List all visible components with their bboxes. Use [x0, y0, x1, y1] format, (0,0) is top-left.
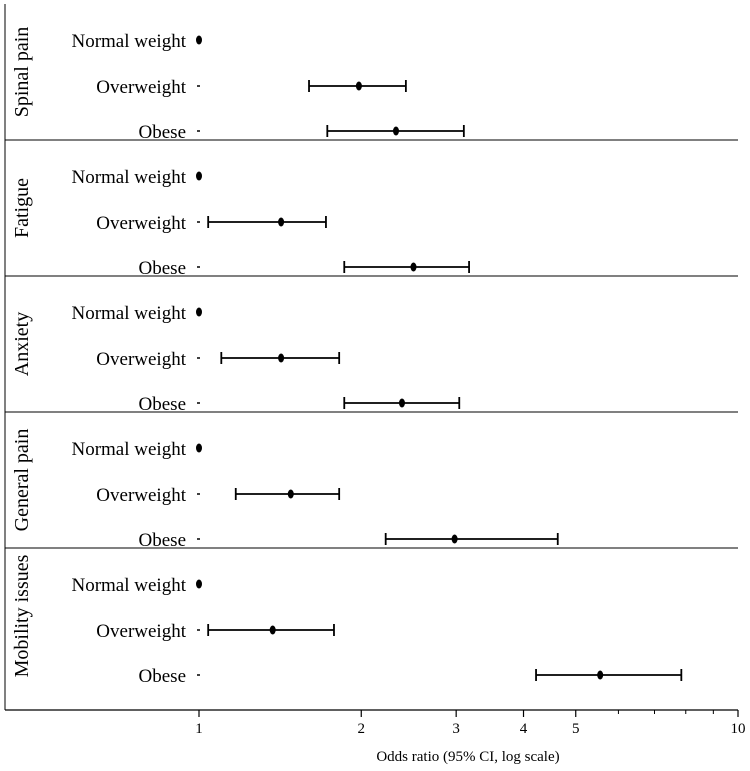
odds-ratio-point [278, 217, 285, 227]
group-label: Anxiety [11, 312, 33, 376]
odds-ratio-point [355, 81, 362, 91]
row-label: Obese [139, 530, 186, 551]
panel: Fatigue Normal weight Overweight Obese [5, 167, 738, 279]
odds-ratio-point [410, 262, 417, 272]
odds-ratio-point [196, 35, 202, 45]
row-label: Overweight [96, 77, 186, 98]
panels: Spinal pain Normal weightOverweightObeseF… [4, 4, 738, 710]
odds-ratio-point [196, 443, 202, 453]
panel: Anxiety Normal weight Overweight Obese [5, 303, 738, 415]
row-label: Overweight [96, 349, 186, 370]
row-label: Obese [139, 122, 186, 143]
row-label: Overweight [96, 213, 186, 234]
row-label: Obese [139, 666, 186, 687]
group-label: Mobility issues [11, 554, 33, 677]
x-tick-label: 1 [195, 721, 203, 737]
x-axis-label: Odds ratio (95% CI, log scale) [376, 749, 559, 765]
group-label: Spinal pain [11, 27, 33, 118]
x-tick-label: 10 [731, 721, 746, 737]
row-label: Normal weight [71, 31, 186, 52]
row-label: Overweight [96, 485, 186, 506]
odds-ratio-point [196, 579, 202, 589]
group-label: General pain [11, 429, 33, 532]
panel: Spinal pain Normal weight Overweight Obese [5, 27, 738, 143]
x-tick-label: 2 [358, 721, 366, 737]
x-axis: 1 2 3 4 5 10 [5, 709, 746, 737]
odds-ratio-point [398, 398, 405, 408]
row-label: Normal weight [71, 167, 186, 188]
odds-ratio-point [269, 625, 276, 635]
odds-ratio-point [597, 670, 604, 680]
odds-ratio-point [278, 353, 285, 363]
odds-ratio-point [196, 307, 202, 317]
x-tick-label: 3 [452, 721, 460, 737]
row-label: Normal weight [71, 575, 186, 596]
row-label: Normal weight [71, 439, 186, 460]
row-label: Overweight [96, 621, 186, 642]
row-label: Obese [139, 394, 186, 415]
row-label: Obese [139, 258, 186, 279]
odds-ratio-point [287, 489, 294, 499]
odds-ratio-point [451, 534, 458, 544]
group-label: Fatigue [11, 178, 33, 238]
panel: Mobility issues Normal weight Overweight Ob… [11, 554, 683, 687]
x-tick-label: 5 [572, 721, 580, 737]
odds-ratio-point [392, 126, 399, 136]
x-tick-label: 4 [520, 721, 528, 737]
row-label: Normal weight [71, 303, 186, 324]
panel: General pain Normal weight Overweight Obese [5, 429, 738, 551]
odds-ratio-point [196, 171, 202, 181]
